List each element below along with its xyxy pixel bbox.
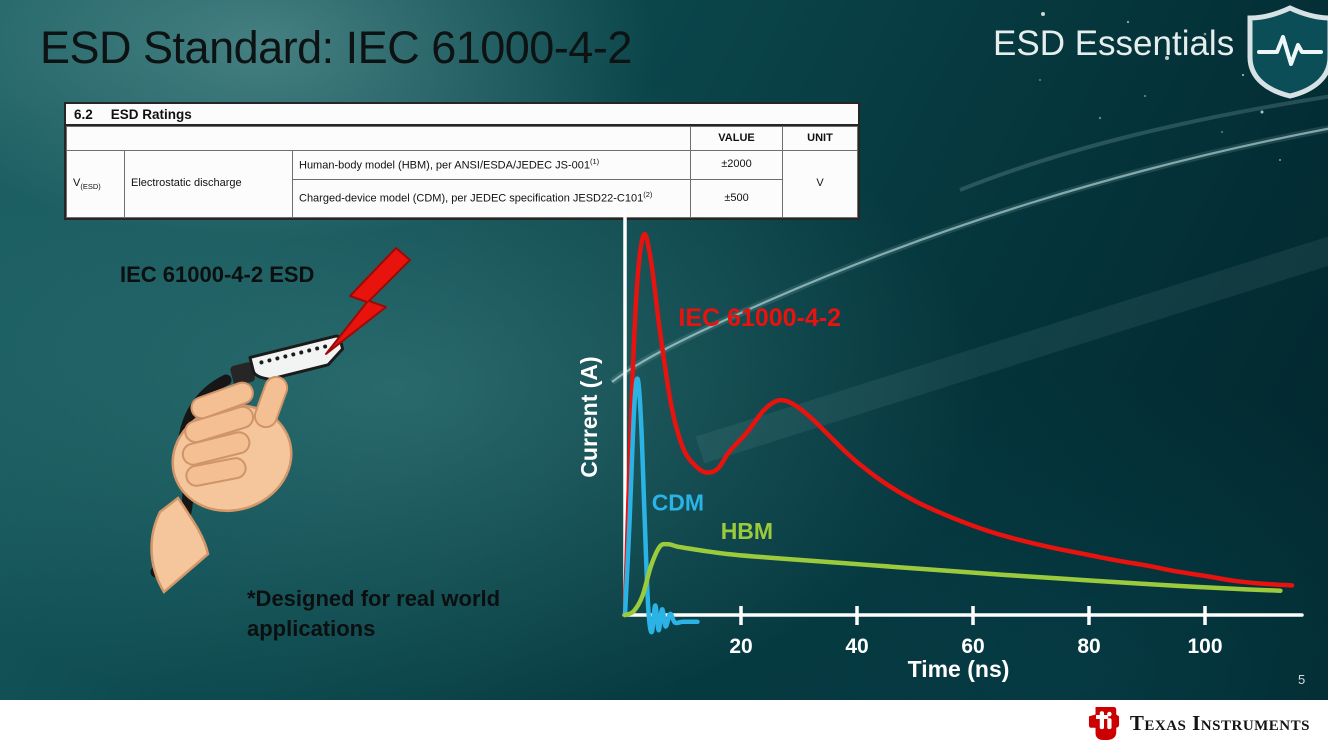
- hdmi-connector: [230, 334, 345, 386]
- x-tick-label: 60: [961, 635, 984, 658]
- series-brand-title: ESD Essentials: [993, 24, 1235, 63]
- lightning-bolt-icon: [325, 247, 411, 355]
- background-swoosh-top: [959, 94, 1328, 192]
- series-curve-cdm: [622, 376, 700, 635]
- hand-thumb: [253, 375, 289, 429]
- series-curve-iec-61000-4-2: [622, 231, 1295, 618]
- series-label-cdm: CDM: [652, 490, 704, 516]
- table-section-title: 6.2 ESD Ratings: [66, 104, 858, 126]
- hand-wrist: [150, 496, 210, 594]
- connector-pins: [259, 344, 328, 365]
- series-label-iec-61000-4-2: IEC 61000-4-2: [678, 304, 841, 332]
- section-number: 6.2: [74, 107, 93, 122]
- col-header-unit: UNIT: [782, 126, 858, 151]
- series-label-hbm: HBM: [721, 518, 773, 544]
- esd-ratings-table: 6.2 ESD Ratings VALUE UNIT V(ESD) Electro…: [64, 102, 860, 220]
- row-hbm-value: ±2000: [690, 150, 784, 180]
- x-tick-label: 100: [1187, 635, 1222, 658]
- x-tick-label: 20: [729, 635, 752, 658]
- connector-body: [248, 334, 345, 381]
- row-hbm-description: Human-body model (HBM), per ANSI/ESDA/JE…: [291, 150, 692, 180]
- param-name: Electrostatic discharge: [124, 150, 293, 218]
- iec-esd-label: IEC 61000-4-2 ESD: [120, 262, 315, 287]
- series-curve-hbm: [622, 541, 1283, 618]
- background-swoosh-wide: [695, 236, 1328, 464]
- row-cdm-value: ±500: [690, 179, 784, 218]
- ti-wordmark: Texas Instruments: [1129, 710, 1310, 735]
- x-tick-label: 80: [1077, 635, 1100, 658]
- slide-title: ESD Standard: IEC 61000-4-2: [40, 22, 632, 73]
- row-cdm-description: Charged-device model (CDM), per JEDEC sp…: [291, 179, 692, 218]
- x-axis-label: Time (ns): [908, 656, 1010, 682]
- page-number: 5: [1298, 672, 1306, 687]
- param-symbol: V(ESD): [66, 150, 125, 218]
- x-tick-label: 40: [845, 635, 868, 658]
- hand-fingers: [181, 375, 289, 487]
- shield-pulse-icon: [1247, 5, 1328, 99]
- pulse-line: [1257, 35, 1323, 66]
- footer-bar: Texas Instruments: [0, 700, 1328, 746]
- col-header-value: VALUE: [690, 126, 784, 151]
- designed-note-line2: applications: [247, 615, 376, 641]
- hand-connector-illustration: [150, 247, 411, 594]
- ti-logo-icon: [1088, 707, 1119, 740]
- y-axis-label: Current (A): [576, 356, 602, 477]
- unit-cell: V: [782, 150, 858, 218]
- section-name: ESD Ratings: [110, 107, 192, 122]
- designed-note: *Designed for real world applications: [247, 584, 500, 643]
- connector-boot: [230, 362, 255, 386]
- designed-note-line1: *Designed for real world: [247, 586, 501, 611]
- table-header-spacer: [65, 126, 692, 151]
- ratings-grid: VALUE UNIT V(ESD) Electrostatic discharg…: [65, 126, 858, 218]
